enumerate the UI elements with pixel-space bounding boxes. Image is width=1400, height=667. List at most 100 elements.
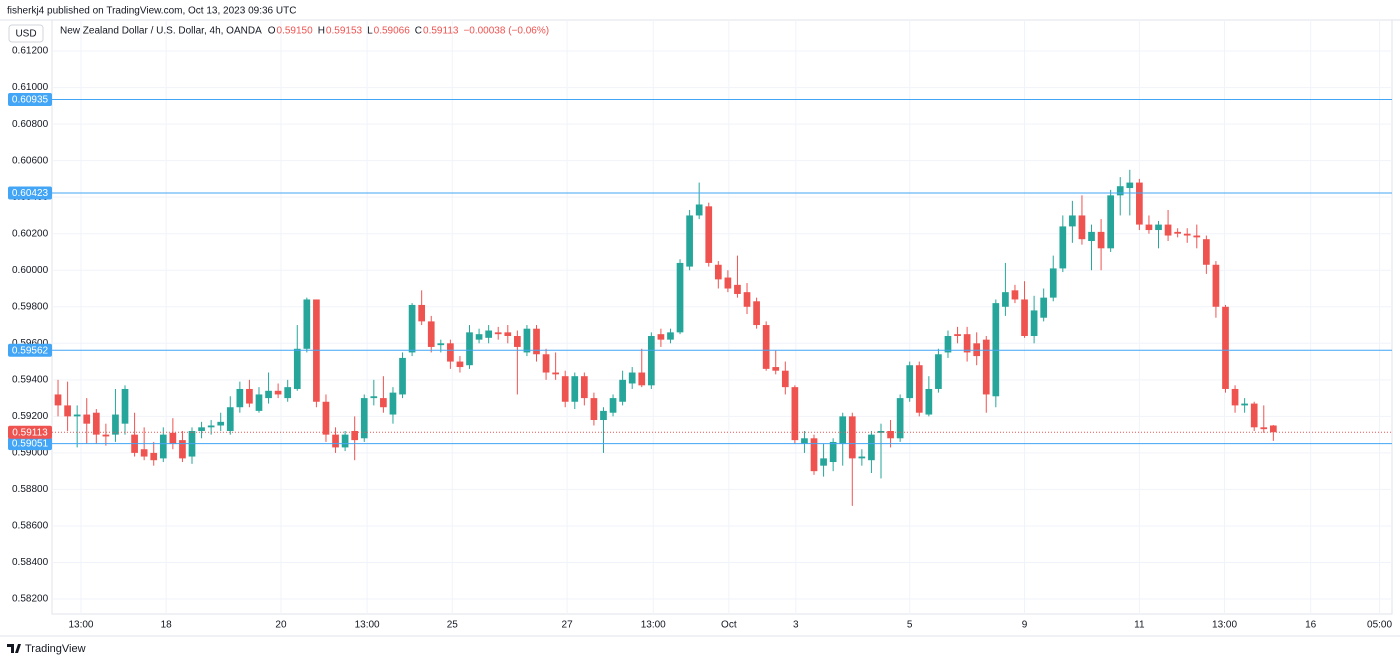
level-label: 0.59562 [12, 345, 49, 356]
x-tick-label: 05:00 [1367, 620, 1392, 631]
candle-body [494, 332, 502, 335]
candle-body [1069, 215, 1076, 227]
candle-body [140, 449, 148, 457]
candle-body [695, 204, 703, 216]
candle-body [992, 303, 1000, 397]
candle-body [332, 434, 339, 448]
candle-body [791, 387, 799, 441]
y-tick-label: 0.58600 [12, 521, 49, 532]
candle-body [772, 367, 780, 371]
candle-body [226, 407, 234, 431]
candle-body [54, 394, 62, 406]
candle-body [1126, 182, 1134, 189]
candle-body [236, 388, 244, 408]
candle-body [935, 354, 942, 389]
candle-body [954, 334, 961, 336]
candle-body [781, 370, 789, 388]
candle-body [73, 414, 81, 417]
candle-body [676, 262, 684, 333]
candle-body [92, 412, 100, 435]
candle-body [973, 343, 981, 357]
candle-body [284, 387, 292, 399]
candle-body [1269, 425, 1277, 433]
candle-body [1011, 290, 1019, 300]
ohlc-value: 0.59113 [423, 26, 459, 37]
candle-body [1164, 224, 1172, 236]
candle-body [399, 357, 406, 395]
x-tick-label: 13:00 [355, 620, 380, 631]
candle-body [839, 416, 847, 444]
candle-body [207, 425, 215, 428]
candle-body [380, 398, 387, 408]
candle-body [179, 440, 186, 459]
candle-body [1183, 233, 1191, 236]
candle-body [1203, 239, 1210, 265]
candle-body [1049, 268, 1057, 298]
candle-body [351, 430, 359, 441]
x-tick-label: 25 [447, 620, 459, 631]
candle-body [370, 396, 378, 399]
ohlc-key: H [318, 26, 325, 37]
candle-body [686, 215, 693, 267]
y-tick-label: 0.61000 [12, 82, 49, 93]
candle-body [475, 334, 483, 340]
y-tick-label: 0.59600 [12, 338, 49, 349]
ohlc-value: 0.59153 [326, 26, 363, 37]
y-tick-label: 0.60000 [12, 265, 49, 276]
candle-body [265, 390, 272, 399]
y-tick-label: 0.59400 [12, 374, 49, 385]
publisher: fisherkj4 published on TradingView.com, … [7, 6, 296, 17]
candle-body [743, 292, 751, 307]
ohlc-change: −0.00038 (−0.06%) [463, 26, 549, 37]
candle-body [1078, 215, 1086, 240]
y-tick-label: 0.61200 [12, 46, 49, 57]
candle-body [447, 343, 454, 362]
candle-body [1136, 182, 1143, 225]
candle-body [724, 277, 732, 289]
y-tick-label: 0.60800 [12, 119, 49, 130]
y-tick-label: 0.58200 [12, 594, 49, 605]
level-label-box [8, 437, 52, 451]
x-tick-label: 13:00 [1212, 620, 1237, 631]
candle-body [657, 334, 665, 340]
candle-body [255, 394, 263, 411]
candle-body [1002, 292, 1009, 307]
candle-body [504, 332, 512, 336]
candle-body [714, 264, 722, 280]
x-tick-label: 5 [907, 620, 913, 631]
ohlc-key: L [367, 26, 373, 37]
level-label: 0.59051 [12, 439, 49, 450]
level-label-box [8, 186, 52, 200]
candle-body [112, 414, 119, 435]
candle-body [169, 432, 177, 444]
candle-body [466, 332, 473, 366]
currency-box [8, 24, 44, 43]
candle-body [1040, 297, 1048, 318]
level-label-box [8, 92, 52, 106]
footer-logo [7, 644, 21, 653]
candle-body [64, 405, 71, 417]
candle-body [246, 388, 253, 404]
candle-body [523, 328, 531, 353]
candle-body [619, 379, 626, 402]
candle-body [848, 416, 856, 459]
candle-body [963, 334, 971, 353]
candle-body [360, 398, 368, 439]
logo-icon [7, 644, 21, 653]
candle-body [552, 372, 559, 375]
candle-body [1155, 224, 1162, 231]
level-label: 0.60423 [12, 188, 49, 199]
candle-body [600, 410, 607, 421]
candle-body [485, 330, 492, 338]
level-label-box [8, 343, 52, 357]
candle-body [829, 441, 837, 463]
candle-body [580, 376, 588, 399]
candle-body [1059, 226, 1067, 269]
candle-body [1030, 310, 1038, 336]
candle-body [217, 421, 225, 426]
grid: 0.58200 0.58400 0.58600 0.58800 0.59000 0.592… [12, 20, 1393, 631]
candle-body [1231, 388, 1239, 406]
ohlc-key: C [415, 26, 422, 37]
